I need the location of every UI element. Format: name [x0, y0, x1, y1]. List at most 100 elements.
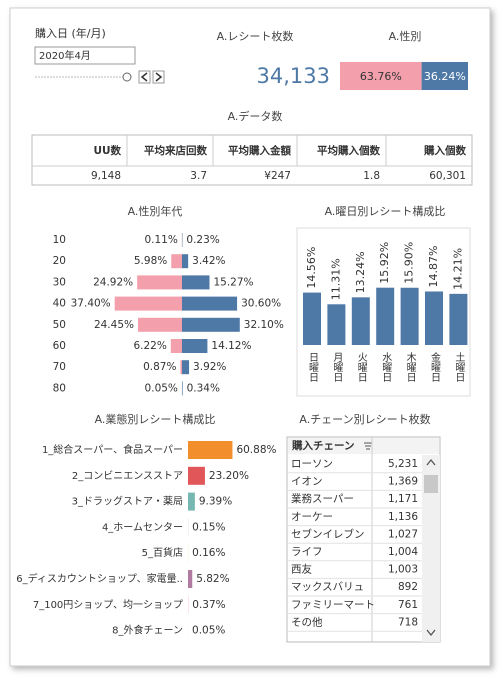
chain-header: 購入チェーン	[291, 439, 354, 452]
age-bar-label: 15.27%	[213, 276, 253, 288]
age-bar-label: 24.92%	[93, 276, 133, 288]
age-label: 50	[53, 319, 66, 331]
chain-value: 761	[398, 599, 418, 611]
weekday-label: 15.90%	[403, 242, 416, 284]
type-label: 3_ドラッグストア・薬局	[72, 495, 183, 508]
filter-input[interactable]	[34, 46, 136, 65]
table-cell: 1.8	[363, 170, 380, 182]
type-label: 4_ホームセンター	[102, 521, 183, 533]
age-bar	[182, 254, 189, 269]
chain-value: 892	[398, 581, 418, 593]
age-label: 30	[53, 276, 66, 288]
weekday-bar	[327, 304, 346, 345]
weekday-bar	[351, 297, 370, 345]
type-bar-label: 5.82%	[196, 573, 229, 585]
age-bar	[114, 296, 182, 311]
weekday-label: 11.31%	[329, 258, 342, 300]
table-header: UU数	[93, 144, 121, 157]
table-header: 購入個数	[423, 144, 466, 157]
chain-title: A.チェーン別レシート枚数	[299, 412, 430, 426]
age-bar-label: 24.45%	[94, 319, 134, 331]
chain-value: 1,004	[388, 546, 418, 558]
next-button[interactable]	[152, 70, 165, 84]
scroll-thumb[interactable]	[424, 475, 438, 493]
age-bar-label: 32.10%	[244, 319, 284, 331]
age-label: 60	[53, 340, 66, 352]
weekday-category: 水曜日	[380, 352, 392, 382]
age-bar-label: 6.22%	[133, 340, 166, 352]
weekday-category: 月曜日	[331, 352, 343, 382]
age-bar-label: 0.05%	[145, 382, 178, 394]
kpi-title: A.レシート枚数	[217, 29, 294, 43]
chart-title: A.性別	[389, 29, 422, 43]
table-header: 平均購入個数	[317, 144, 380, 157]
table-cell: ¥247	[264, 170, 291, 182]
weekday-bar	[303, 292, 321, 345]
type-bar	[188, 441, 233, 459]
age-bar-label: 37.40%	[71, 298, 111, 310]
chain-name: マックスバリュ	[291, 581, 364, 593]
type-bar-label: 0.15%	[192, 521, 225, 533]
type-bar-label: 60.88%	[236, 444, 276, 456]
chart-title: A.性別年代	[128, 204, 183, 218]
age-bar	[182, 381, 183, 396]
age-bar-label: 5.98%	[134, 255, 167, 267]
age-bar-label: 0.11%	[144, 234, 177, 246]
type-bar-label: 9.39%	[199, 496, 232, 508]
weekday-label: 13.24%	[354, 251, 367, 293]
type-label: 8_外食チェーン	[112, 624, 183, 637]
type-label: 2_コンビニエンスストア	[72, 470, 183, 482]
age-bar	[182, 296, 238, 311]
chain-name: オーケー	[291, 511, 333, 523]
type-label: 1_総合スーパー、食品スーパー	[42, 443, 183, 456]
chain-name: セブンイレブン	[291, 527, 365, 540]
age-bar-label: 0.34%	[187, 382, 220, 394]
type-label: 7_100円ショップ、均一ショップ	[33, 599, 183, 611]
age-bar-label: 30.60%	[241, 298, 281, 310]
scrollbar[interactable]	[422, 455, 440, 642]
type-bar	[188, 570, 193, 588]
weekday-bar	[400, 287, 419, 345]
chart-title: A.業態別レシート構成比	[95, 412, 216, 426]
table-frame	[31, 134, 473, 186]
chain-header-bg	[288, 438, 439, 454]
age-bar-label: 3.42%	[192, 255, 225, 267]
age-label: 70	[53, 361, 66, 373]
age-bar	[182, 317, 240, 332]
weekday-label: 15.92%	[378, 242, 391, 284]
type-bar-label: 0.37%	[192, 599, 225, 611]
chain-value: 1,136	[388, 511, 418, 523]
scroll-up[interactable]	[426, 458, 436, 466]
age-bar	[170, 339, 182, 353]
segment-label: 63.76%	[360, 70, 402, 83]
segment-label: 36.24%	[424, 70, 466, 83]
chain-name: ファミリーマート	[291, 599, 375, 611]
age-label: 20	[53, 255, 66, 267]
weekday-category: 金曜日	[429, 351, 441, 382]
chain-name: ローソン	[291, 458, 333, 470]
age-bar-label: 0.87%	[143, 361, 176, 373]
filter-label: 購入日 (年/月)	[35, 26, 106, 40]
prev-button[interactable]	[138, 70, 151, 84]
age-bar	[182, 339, 208, 353]
chain-name: ライフ	[291, 546, 323, 558]
slider-handle[interactable]	[122, 72, 132, 82]
chain-value: 1,369	[388, 476, 418, 488]
table-header: 平均来店回数	[144, 144, 207, 157]
type-bar-label: 0.05%	[192, 625, 225, 637]
scroll-down[interactable]	[426, 629, 436, 637]
age-bar	[171, 254, 182, 269]
weekday-label: 14.21%	[451, 248, 464, 290]
age-label: 80	[53, 382, 66, 394]
type-bar-label: 0.16%	[192, 547, 225, 559]
table-cell: 3.7	[190, 170, 207, 182]
age-bar-label: 14.12%	[211, 340, 251, 352]
sort-icon[interactable]	[364, 442, 372, 450]
weekday-category: 日曜日	[307, 352, 319, 382]
age-bar-label: 0.23%	[186, 234, 219, 246]
age-bar	[180, 360, 182, 375]
table-cell: 9,148	[91, 170, 121, 182]
table-header: 平均購入金額	[228, 144, 291, 157]
type-bar-label: 23.20%	[209, 470, 249, 482]
